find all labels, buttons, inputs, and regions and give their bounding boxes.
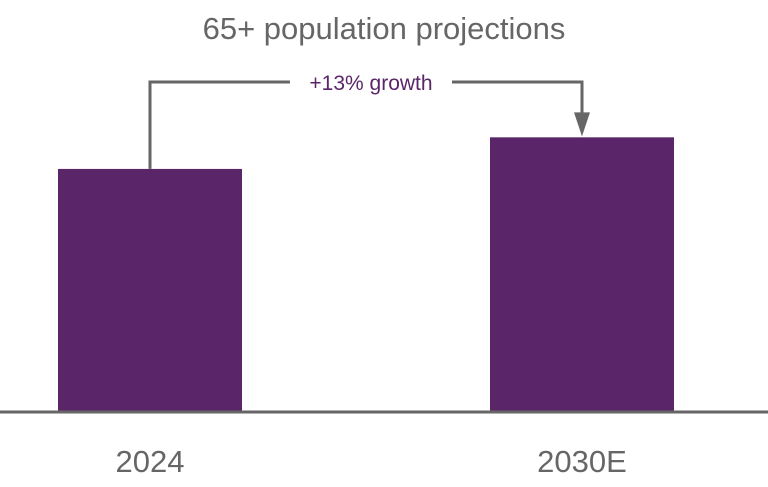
x-tick-label-2030e: 2030E xyxy=(537,444,627,479)
x-tick-label-2024: 2024 xyxy=(116,444,185,479)
bar-2030e xyxy=(490,137,674,413)
chart-title: 65+ population projections xyxy=(203,11,566,46)
bar-2024 xyxy=(58,168,242,412)
annotation-connector-left xyxy=(148,80,290,169)
arrow-down-icon xyxy=(574,112,590,137)
growth-annotation: +13% growth xyxy=(148,72,590,169)
x-tick-labels: 2024 2030E xyxy=(116,444,627,479)
growth-annotation-label: +13% growth xyxy=(309,72,432,95)
bars-group xyxy=(58,137,674,413)
annotation-connector-right xyxy=(452,80,584,116)
